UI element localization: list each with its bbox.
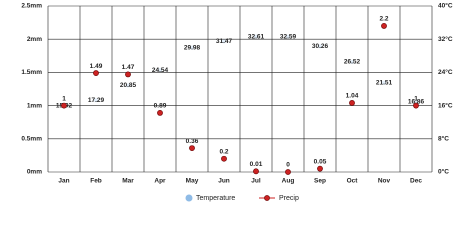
precip-point xyxy=(221,155,227,162)
precip-point xyxy=(285,169,291,175)
precip-label: 0.89 xyxy=(154,103,167,110)
precip-label: 0.2 xyxy=(219,148,228,155)
precip-point xyxy=(189,145,195,151)
y-tick-label: 1mm xyxy=(27,102,42,109)
x-tick-label: Nov xyxy=(378,178,391,185)
x-tick-label: Jul xyxy=(251,178,261,185)
precip-point xyxy=(381,23,387,29)
legend-label: Precip xyxy=(279,195,299,202)
temperature-label: 17.29 xyxy=(88,97,105,104)
temperature-point xyxy=(318,44,322,49)
y-tick-label: 2.5mm xyxy=(21,3,42,10)
x-tick-label: Dec xyxy=(410,178,422,185)
temperature-label: 30.26 xyxy=(312,43,329,50)
precip-point xyxy=(317,165,323,172)
x-tick-label: Jan xyxy=(58,178,69,185)
temperature-label: 29.98 xyxy=(184,44,201,51)
precip-point xyxy=(93,70,99,76)
y2-tick-label: 16°C xyxy=(438,101,453,109)
y-tick-label: 1.5mm xyxy=(21,69,42,76)
temperature-label: 31.47 xyxy=(216,38,233,45)
precip-point xyxy=(157,110,163,116)
y2-tick-label: 32°C xyxy=(438,35,453,43)
temperature-point xyxy=(126,83,130,88)
y-tick-label: 2mm xyxy=(27,36,42,43)
precip-label: 2.2 xyxy=(379,16,388,23)
x-tick-label: Sep xyxy=(314,178,326,185)
x-tick-label: Oct xyxy=(347,178,359,185)
temperature-label: 21.51 xyxy=(376,79,393,86)
temperature-point xyxy=(190,45,194,50)
y2-tick-label: 0°C xyxy=(438,168,449,176)
precip-point xyxy=(253,168,259,175)
temperature-point xyxy=(286,34,290,39)
x-tick-label: Aug xyxy=(282,178,295,185)
temperature-point xyxy=(222,39,226,44)
precip-label: 1 xyxy=(62,95,66,102)
y2-tick-label: 40°C xyxy=(438,2,453,10)
y2-tick-label: 24°C xyxy=(438,68,453,76)
precip-label: 1.49 xyxy=(90,63,103,70)
y-tick-label: 0mm xyxy=(27,169,42,176)
precip-point xyxy=(61,102,67,109)
precip-point xyxy=(125,71,131,78)
precip-label: 0.36 xyxy=(186,138,199,145)
temperature-label: 26.52 xyxy=(344,59,361,66)
x-tick-label: Feb xyxy=(90,178,102,185)
temperature-label: 20.85 xyxy=(120,82,137,89)
x-tick-label: Apr xyxy=(154,178,166,185)
legend-marker xyxy=(185,194,193,202)
temperature-point xyxy=(158,68,162,73)
temperature-point xyxy=(254,34,258,39)
precip-label: 1 xyxy=(414,95,418,102)
chart: 0mm 0.5mm 1mm 1.5mm 2mm 2.5mm 0°C 8°C 16°C 24°C 32… xyxy=(21,2,453,202)
precip-label: 0.05 xyxy=(314,158,327,165)
temperature-label: 32.59 xyxy=(280,33,297,40)
x-tick-label: Mar xyxy=(122,178,134,185)
temperature-label: 24.54 xyxy=(152,67,169,74)
legend-marker xyxy=(264,195,270,201)
x-tick-label: May xyxy=(186,178,199,185)
precip-label: 0.01 xyxy=(250,161,263,168)
y2-tick-label: 8°C xyxy=(438,135,449,143)
x-tick-label: Jun xyxy=(218,178,230,185)
legend-label: Temperature xyxy=(196,195,235,202)
y-tick-label: 0.5mm xyxy=(21,136,42,143)
precip-label: 1.04 xyxy=(346,93,359,100)
temperature-point xyxy=(350,59,354,64)
precip-point xyxy=(413,102,419,109)
temperature-point xyxy=(94,98,98,103)
temperature-label: 32.61 xyxy=(248,33,265,40)
precip-label: 0 xyxy=(286,162,290,169)
temperature-point xyxy=(382,80,386,85)
precip-point xyxy=(349,100,355,106)
precip-label: 1.47 xyxy=(122,64,135,71)
temperature-label: 16.86 xyxy=(408,99,425,106)
